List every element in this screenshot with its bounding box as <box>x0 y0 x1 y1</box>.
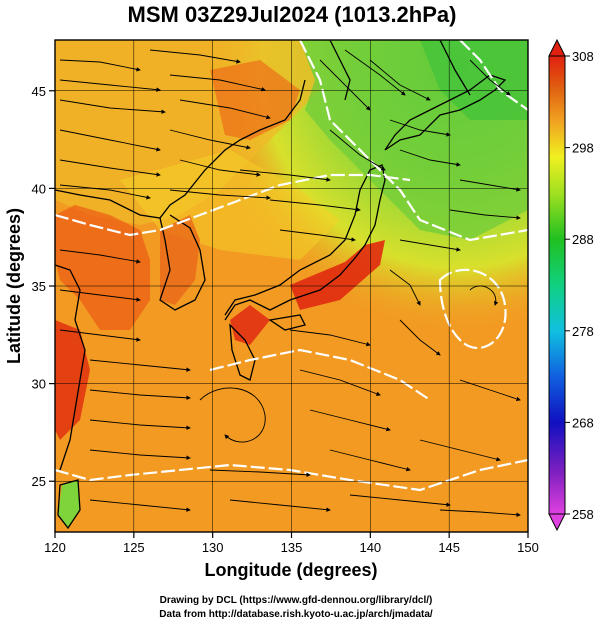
credit-drawing: Drawing by DCL (https://www.gfd-dennou.o… <box>160 595 433 606</box>
x-axis-label: Longitude (degrees) <box>204 560 377 580</box>
y-tick-label: 40 <box>32 181 46 196</box>
colorbar-tick-label: 308 <box>572 49 594 64</box>
coastlines <box>55 40 507 530</box>
y-axis-label: Latitude (degrees) <box>4 208 24 364</box>
x-axis-ticks: 120 125 130 135 140 145 150 <box>44 532 539 555</box>
colorbar-tick-label: 278 <box>572 324 594 339</box>
isotherm-contours <box>55 40 528 492</box>
x-tick-label: 125 <box>123 540 145 555</box>
y-tick-label: 25 <box>32 474 46 489</box>
graticule <box>55 40 528 532</box>
credit-data: Data from http://database.rish.kyoto-u.a… <box>159 609 433 620</box>
colorbar-tick-label: 268 <box>572 415 594 430</box>
x-tick-label: 140 <box>359 540 381 555</box>
colorbar-scale <box>548 55 566 515</box>
colorbar: 258 268 278 288 298 308 <box>548 38 594 532</box>
colorbar-tick-label: 258 <box>572 507 594 522</box>
x-tick-label: 150 <box>517 540 539 555</box>
manchuria-hot-region <box>210 60 300 140</box>
colorbar-max-arrow <box>548 38 566 57</box>
wind-streamlines <box>59 49 521 517</box>
china-very-hot-region <box>55 320 90 440</box>
x-tick-label: 145 <box>438 540 460 555</box>
y-tick-label: 45 <box>32 84 46 99</box>
x-tick-label: 130 <box>202 540 224 555</box>
kurils-cool-region <box>420 40 528 120</box>
x-tick-label: 135 <box>281 540 303 555</box>
x-tick-label: 120 <box>44 540 66 555</box>
y-tick-label: 30 <box>32 377 46 392</box>
colorbar-min-arrow <box>548 513 566 532</box>
map-title: MSM 03Z29Jul2024 (1013.2hPa) <box>128 2 457 27</box>
colorbar-tick-label: 298 <box>572 141 594 156</box>
y-axis-ticks: 25 30 35 40 45 <box>32 84 55 489</box>
y-tick-label: 35 <box>32 279 46 294</box>
colorbar-tick-label: 288 <box>572 232 594 247</box>
korea-hot-region <box>160 215 200 305</box>
colorbar-ticks: 258 268 278 288 298 308 <box>565 49 594 522</box>
taiwan-cool-region <box>58 480 80 528</box>
